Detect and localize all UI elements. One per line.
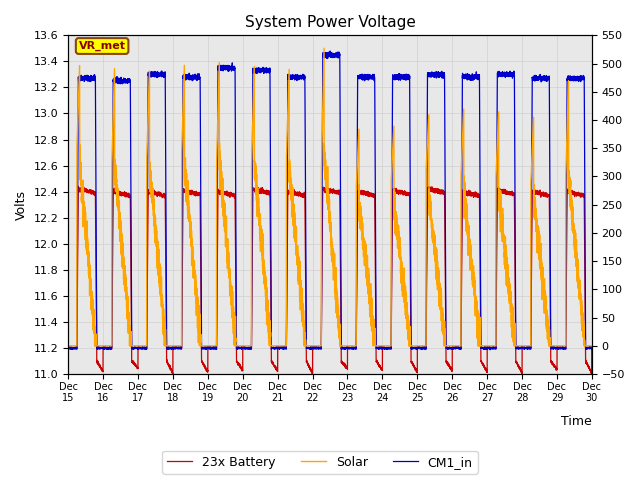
Text: VR_met: VR_met [79, 41, 125, 51]
Title: System Power Voltage: System Power Voltage [244, 15, 415, 30]
Y-axis label: Volts: Volts [15, 190, 28, 220]
Legend: 23x Battery, Solar, CM1_in: 23x Battery, Solar, CM1_in [163, 451, 477, 474]
Text: Time: Time [561, 415, 592, 428]
